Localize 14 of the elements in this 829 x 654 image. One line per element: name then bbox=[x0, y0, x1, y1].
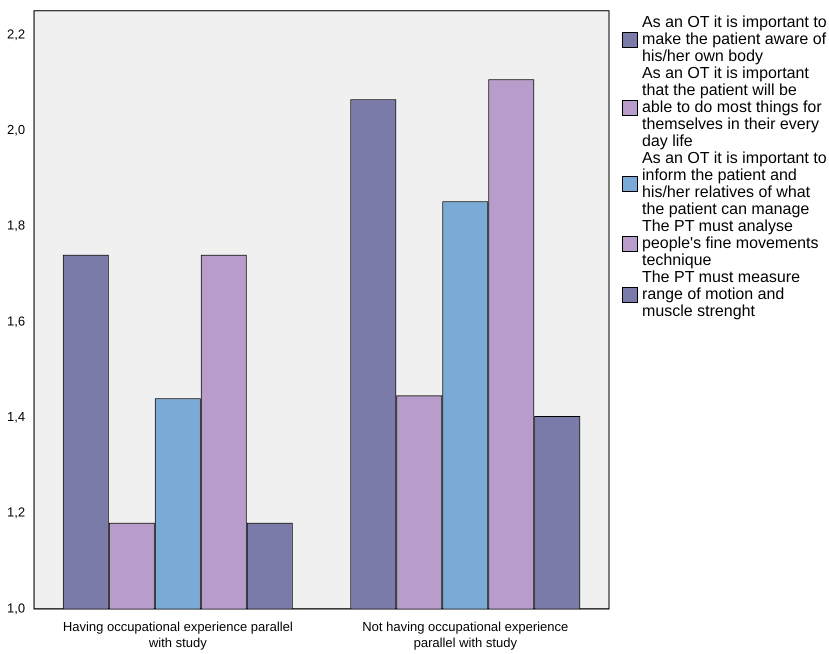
y-tick-label: 2,2 bbox=[6, 26, 26, 42]
y-tick-label: 2,0 bbox=[6, 122, 26, 137]
x-tick-label: Having occupational experience parallel with study bbox=[62, 619, 293, 650]
legend-label: As an OT it is important that the patient will be able to do most things for themselves in their every day life bbox=[642, 65, 823, 150]
y-tick-label: 1,0 bbox=[6, 600, 26, 616]
y-tick-label: 1,6 bbox=[6, 313, 26, 328]
legend-label: The PT must measure range of motion and muscle strenght bbox=[642, 269, 801, 320]
legend-label: As an OT it is important to inform the patient and his/her relatives of what the patient can manage bbox=[642, 150, 827, 218]
y-tick-label: 1,4 bbox=[6, 409, 26, 424]
legend-label: The PT must analyse people's fine movements technique bbox=[642, 218, 820, 269]
x-tick-label: Not having occupational experience parallel with study bbox=[362, 619, 568, 650]
legend-label: As an OT it is important to make the patient aware of his/her own body bbox=[642, 14, 827, 65]
y-tick-label: 1,2 bbox=[6, 504, 26, 520]
y-tick-label: 1,8 bbox=[6, 218, 26, 233]
